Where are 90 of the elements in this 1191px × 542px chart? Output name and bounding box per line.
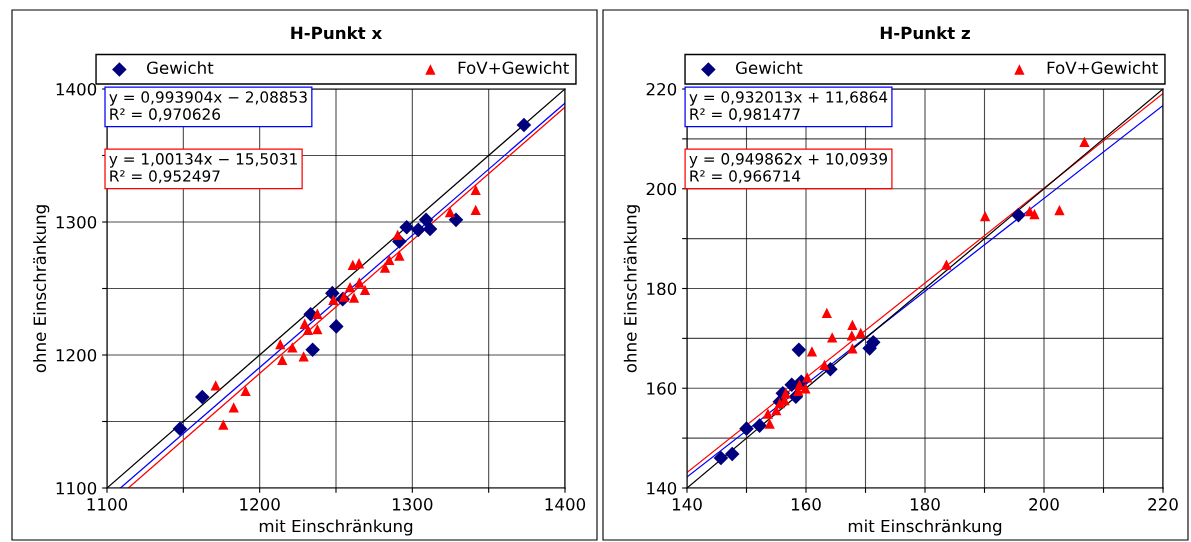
point — [329, 319, 344, 334]
point — [411, 222, 426, 238]
y-tick-label: 1400 — [56, 82, 97, 96]
point — [764, 418, 775, 429]
point — [444, 207, 456, 218]
point — [228, 402, 239, 413]
point — [305, 342, 320, 358]
x-tick-label: 1300 — [392, 498, 433, 511]
point — [1011, 207, 1026, 223]
point — [354, 277, 365, 288]
point — [1054, 205, 1065, 216]
point — [847, 319, 858, 331]
point — [298, 351, 309, 362]
point — [470, 204, 481, 216]
point — [724, 446, 740, 462]
legend-label: FoV+Gewicht — [1047, 61, 1158, 75]
annotation: y = 1,00134x − 15,5031 R² = 0,952497 — [109, 153, 297, 184]
point — [312, 308, 323, 319]
point — [277, 354, 288, 365]
point — [1029, 209, 1040, 220]
point — [194, 389, 210, 405]
point — [713, 450, 729, 466]
y-tick-label: 180 — [647, 282, 677, 296]
y-tick-label: 140 — [647, 481, 677, 495]
point — [827, 332, 838, 343]
point — [218, 419, 229, 430]
y-tick-label: 160 — [647, 382, 677, 395]
point — [1079, 136, 1090, 148]
point — [762, 408, 774, 419]
point — [941, 259, 952, 270]
point — [448, 212, 464, 228]
point — [516, 117, 532, 133]
point — [821, 307, 832, 319]
point — [979, 211, 991, 222]
point — [240, 385, 251, 396]
y-axis-title: ohne Einschränkung — [33, 205, 50, 373]
point — [470, 184, 481, 196]
chart-title: H-Punkt z — [880, 26, 970, 40]
point — [394, 250, 405, 261]
y-tick-label: 1300 — [56, 215, 97, 229]
legend-label: Gewicht — [735, 61, 803, 75]
point — [752, 418, 767, 433]
x-tick-label: 1100 — [87, 498, 128, 511]
x-axis-title: mit Einschränkung — [259, 519, 413, 536]
point — [312, 323, 323, 335]
point — [819, 359, 830, 370]
point — [287, 342, 298, 353]
x-tick-label: 220 — [1148, 498, 1178, 511]
point — [359, 284, 371, 295]
y-tick-label: 200 — [646, 182, 677, 196]
y-axis-title: ohne Einschränkung — [623, 205, 640, 373]
legend-label: Gewicht — [146, 61, 214, 75]
point — [210, 380, 221, 391]
point — [302, 324, 314, 335]
x-tick-label: 1200 — [240, 498, 280, 511]
point — [348, 292, 360, 303]
point — [806, 346, 818, 357]
point — [275, 338, 286, 350]
x-tick-label: 200 — [1029, 498, 1059, 511]
point — [846, 330, 857, 341]
point — [344, 282, 356, 293]
point — [739, 421, 754, 436]
point — [418, 212, 434, 228]
point — [379, 262, 391, 273]
y-tick-label: 1200 — [56, 348, 97, 362]
point — [384, 254, 395, 266]
point — [338, 291, 350, 302]
chart-title: H-Punkt x — [291, 26, 382, 40]
x-tick-label: 160 — [791, 498, 821, 511]
point — [347, 259, 358, 270]
point — [847, 343, 858, 354]
x-axis-title: mit Einschränkung — [848, 519, 1002, 536]
legend-label: FoV+Gewicht — [458, 61, 569, 75]
point — [392, 229, 403, 241]
point — [328, 294, 339, 305]
point — [791, 342, 807, 358]
y-tick-label: 1100 — [56, 481, 97, 495]
point — [802, 372, 813, 383]
x-tick-label: 180 — [910, 498, 940, 511]
annotation: y = 0,949862x + 10,0939 R² = 0,966714 — [689, 153, 888, 184]
point — [399, 219, 414, 235]
point — [172, 421, 188, 436]
point — [784, 377, 799, 393]
annotation: y = 0,932013x + 11,6864 R² = 0,981477 — [689, 91, 888, 122]
x-tick-label: 140 — [672, 498, 702, 511]
annotation: y = 0,993904x − 2,08853 R² = 0,970626 — [109, 91, 307, 122]
y-tick-label: 220 — [646, 82, 677, 96]
x-tick-label: 1400 — [545, 498, 586, 511]
point — [422, 221, 438, 237]
point — [855, 327, 866, 339]
